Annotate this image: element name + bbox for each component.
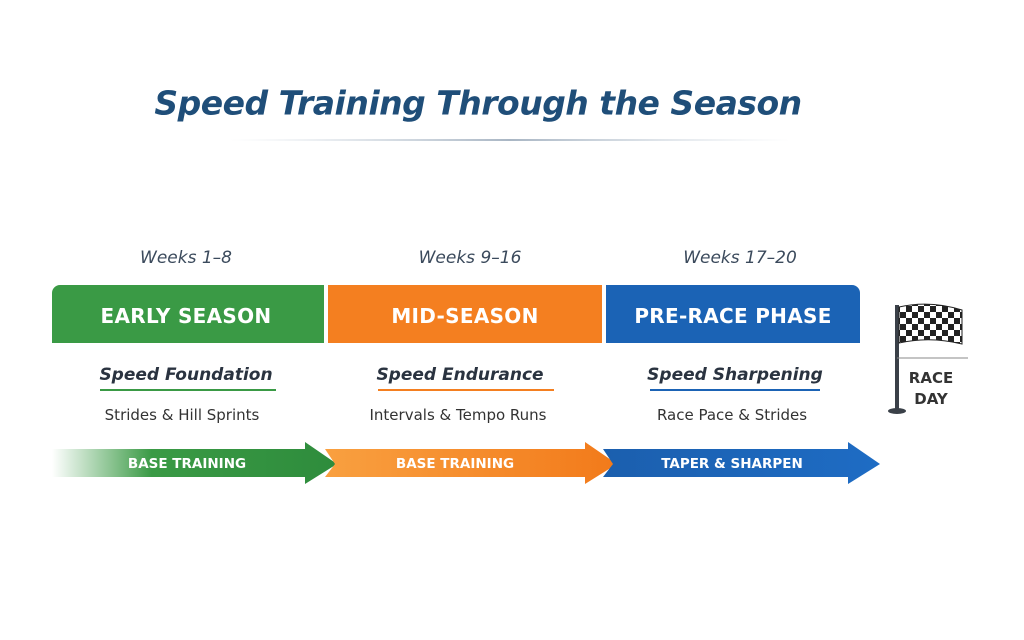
workouts: Race Pace & Strides	[656, 406, 808, 424]
focus: Speed Endurance	[376, 365, 544, 385]
checkered-flag	[898, 303, 963, 345]
title-underline	[230, 139, 790, 141]
arrow-label: TAPER & SHARPEN	[661, 456, 803, 472]
arrow-label: BASE TRAINING	[127, 456, 247, 472]
race-day: RACE DAY	[908, 369, 954, 408]
weeks: Weeks 17–20	[683, 248, 797, 268]
workouts: Strides & Hill Sprints	[104, 406, 260, 424]
phase-bar	[328, 285, 602, 343]
title: Speed Training Through the Season	[154, 83, 802, 123]
arrow	[603, 442, 880, 484]
weeks: Weeks 1–8	[140, 248, 232, 268]
phase-bar	[52, 285, 324, 343]
arrow	[325, 442, 617, 484]
arrow	[52, 442, 337, 484]
focus-underline	[378, 389, 554, 391]
phase-bar	[606, 285, 860, 343]
workouts: Intervals & Tempo Runs	[369, 406, 547, 424]
focus: Speed Foundation	[99, 365, 273, 385]
focus: Speed Sharpening	[647, 365, 823, 385]
focus-underline	[650, 389, 820, 391]
focus-underline	[100, 389, 276, 391]
flag-base	[888, 408, 906, 414]
weeks: Weeks 9–16	[418, 248, 522, 268]
phase-name: MID-SEASON	[391, 304, 539, 328]
phase-name: EARLY SEASON	[100, 304, 272, 328]
arrow-label: BASE TRAINING	[395, 456, 515, 472]
phase-name: PRE-RACE PHASE	[634, 304, 832, 328]
